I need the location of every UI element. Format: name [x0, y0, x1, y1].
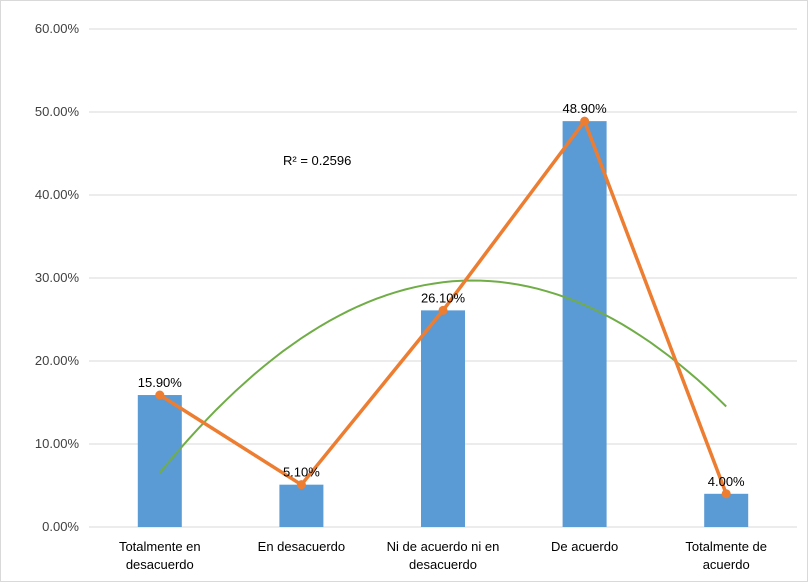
line-marker-3 — [580, 116, 590, 126]
data-label-2: 26.10% — [421, 290, 466, 305]
line-marker-4 — [721, 489, 731, 499]
bar-3 — [562, 121, 607, 527]
data-label-3: 48.90% — [563, 101, 608, 116]
line-series-group — [155, 116, 731, 499]
category-label-0: Totalmente en desacuerdo — [119, 539, 201, 572]
data-labels: 15.90% 5.10% 26.10% 48.90% 4.00% — [138, 101, 745, 489]
r-squared-annotation: R² = 0.2596 — [283, 153, 351, 168]
bar-4 — [704, 493, 749, 527]
trendline — [159, 279, 727, 474]
bar-0 — [137, 395, 182, 527]
line-marker-1 — [296, 480, 306, 490]
data-label-4: 4.00% — [708, 474, 745, 489]
bar-2 — [421, 310, 465, 527]
data-label-0: 15.90% — [138, 375, 183, 390]
y-tick-label-2: 20.00% — [35, 353, 80, 368]
y-tick-label-3: 30.00% — [35, 270, 80, 285]
category-label-3: De acuerdo — [551, 539, 618, 554]
data-label-1: 5.10% — [283, 465, 320, 480]
y-tick-label-6: 60.00% — [35, 21, 80, 36]
trendline-group — [159, 279, 727, 474]
y-axis-ticks: 0.00% 10.00% 20.00% 30.00% 40.00% 50.00% 60.00… — [35, 21, 80, 534]
bars — [137, 121, 749, 527]
gridlines — [89, 28, 797, 528]
y-tick-label-0: 0.00% — [42, 519, 79, 534]
line-marker-2 — [438, 305, 448, 315]
category-label-1: En desacuerdo — [258, 539, 345, 554]
y-tick-label-4: 40.00% — [35, 187, 80, 202]
bar-1 — [279, 484, 324, 527]
category-label-2: Ni de acuerdo ni en desacuerdo — [387, 539, 500, 572]
x-axis-categories: Totalmente en desacuerdo En desacuerdo Ni d… — [119, 539, 767, 572]
y-tick-label-5: 50.00% — [35, 104, 80, 119]
line-marker-0 — [155, 390, 165, 400]
category-label-4: Totalmente de acuerdo — [685, 539, 767, 572]
y-tick-label-1: 10.00% — [35, 436, 80, 451]
